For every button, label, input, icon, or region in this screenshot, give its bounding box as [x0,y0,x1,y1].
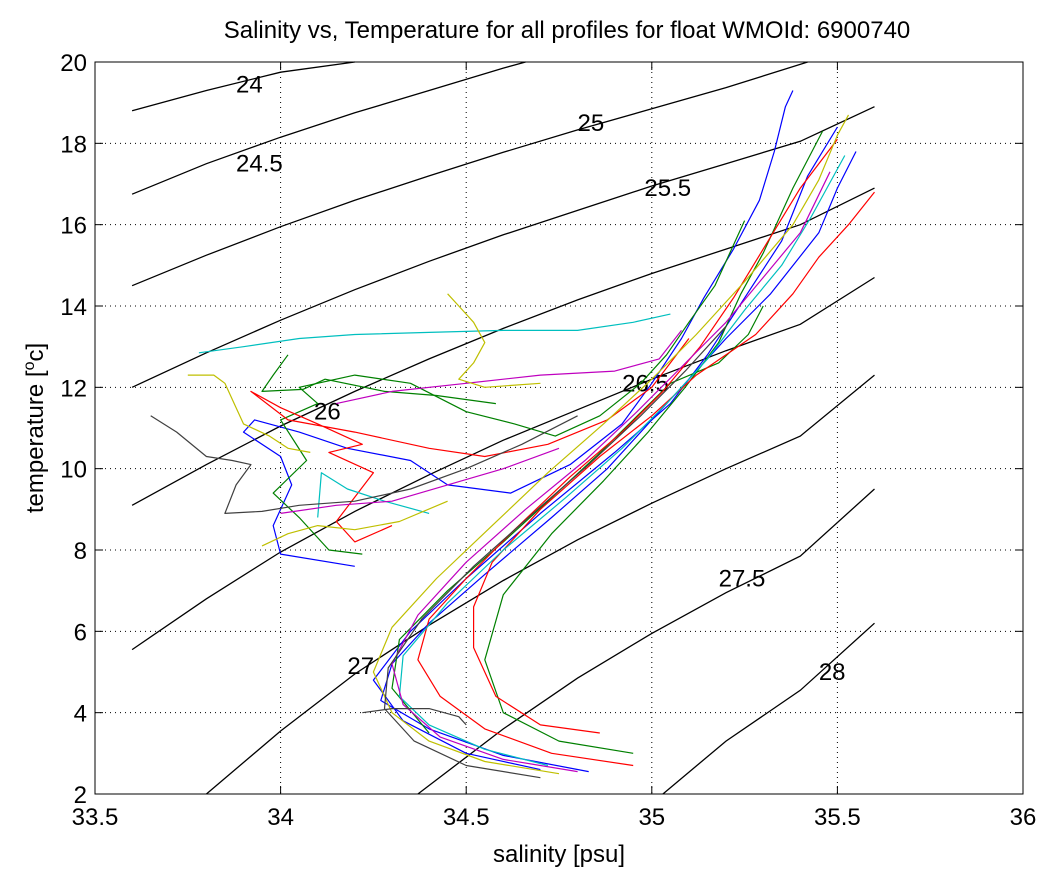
x-tick-label: 36 [1010,804,1037,831]
profile-line [398,155,846,767]
density-contour-line [417,488,875,795]
y-tick-label: 10 [60,457,87,484]
profile-line [380,151,857,773]
density-contour-line [205,374,875,795]
profile-line [372,114,850,775]
y-axis-label-main: temperature [ [22,370,49,513]
y-tick-label: 8 [74,538,87,565]
density-contour-line [131,61,526,195]
profile-line [473,191,875,734]
profile-lines [150,90,875,779]
profile-line [417,138,838,767]
profile-line [362,708,467,726]
density-contour-label: 28 [819,659,846,686]
density-contour-label: 24.5 [236,151,283,178]
y-tick-label: 6 [74,619,87,646]
y-axis-label: temperature [oc] [21,343,49,513]
profile-line [383,325,727,779]
density-contour-label: 25 [578,110,605,137]
y-axis-label-end: c] [22,343,49,362]
profile-line [261,500,448,547]
x-tick-label: 33.5 [72,804,119,831]
profile-line [336,330,682,405]
profile-line [372,126,838,771]
density-contour-line [662,622,875,795]
profile-line [187,374,311,453]
profile-line [447,293,541,388]
density-contour-label: 27.5 [719,565,766,592]
plot-frame [94,61,1024,795]
y-tick-label: 12 [60,375,87,402]
y-tick-label: 2 [74,782,87,809]
density-contour-line [131,106,875,388]
density-contour-label: 25.5 [644,175,691,202]
profile-line [242,90,794,567]
density-contour-line [131,61,808,287]
density-contour-label: 26 [314,399,341,426]
x-tick-label: 35 [638,804,665,831]
profile-line [198,313,671,354]
density-contour-label: 24 [236,71,263,98]
profile-line [280,447,560,514]
profile-line [150,415,578,514]
density-contour-line [131,276,875,651]
x-tick-label: 34.5 [443,804,490,831]
profile-line [261,354,496,405]
y-tick-label: 20 [60,50,87,77]
profile-line [317,472,430,518]
y-axis-label-sup: o [21,361,38,370]
profile-line [484,130,824,754]
density-contour-line [131,187,875,506]
chart-title: Salinity vs, Temperature for all profile… [224,17,911,44]
x-tick-label: 34 [267,804,294,831]
y-tick-label: 16 [60,213,87,240]
y-tick-label: 14 [60,294,87,321]
profile-line [272,220,746,555]
x-tick-label: 35.5 [814,804,861,831]
density-contour-line [131,61,355,112]
density-contour-label: 27 [347,653,374,680]
plot-background [95,62,1023,794]
y-tick-label: 18 [60,131,87,158]
profile-line [391,171,831,773]
x-axis-label: salinity [psu] [493,841,625,868]
y-tick-label: 4 [74,701,87,728]
